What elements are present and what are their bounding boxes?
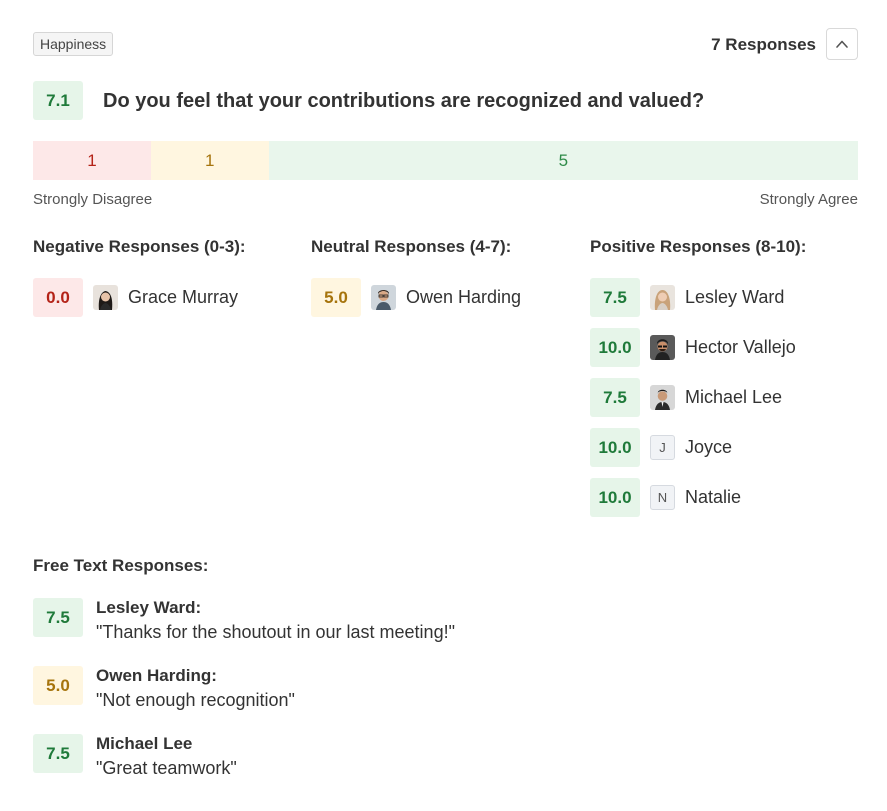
question-average-score: 7.1: [33, 81, 83, 120]
collapse-button[interactable]: [826, 28, 858, 60]
free-text-item: 7.5 Michael Lee "Great teamwork": [33, 734, 237, 780]
person-name: Hector Vallejo: [685, 337, 796, 357]
avatar: [650, 385, 675, 410]
score-badge: 7.5: [590, 278, 640, 317]
avatar: [93, 285, 118, 310]
score-badge: 10.0: [590, 328, 640, 367]
avatar: [650, 285, 675, 310]
score-badge: 10.0: [590, 478, 640, 517]
score-badge: 5.0: [311, 278, 361, 317]
person-name: Grace Murray: [128, 287, 239, 307]
person-name: Michael Lee: [685, 387, 783, 407]
person-name: Owen Harding: [406, 287, 522, 307]
free-text-author: Michael Lee: [96, 734, 193, 753]
category-tag: Happiness: [33, 32, 114, 56]
score-badge: 0.0: [33, 278, 83, 317]
column-title: Positive Responses (8-10):: [590, 237, 807, 256]
distribution-neutral: 1: [150, 141, 269, 180]
chevron-up-icon: [836, 40, 848, 48]
free-text-comment: "Thanks for the shoutout in our last mee…: [96, 622, 455, 642]
response-distribution-bar: 1 1 5: [33, 141, 858, 180]
free-text-title: Free Text Responses:: [33, 556, 209, 575]
free-text-author: Lesley Ward:: [96, 598, 202, 617]
column-title: Negative Responses (0-3):: [33, 237, 246, 256]
score-badge: 7.5: [33, 734, 83, 773]
negative-responses-column: Negative Responses (0-3): 0.0 Grace Murr…: [33, 236, 246, 328]
response-row: 10.0 J Joyce: [590, 428, 806, 467]
person-name: Natalie: [685, 487, 742, 507]
avatar: [650, 335, 675, 360]
avatar-initial: N: [650, 485, 675, 510]
positive-responses-column: Positive Responses (8-10): 7.5 Lesley Wa…: [590, 236, 806, 528]
response-row: 7.5 Michael Lee: [590, 378, 806, 417]
response-row: 7.5 Lesley Ward: [590, 278, 806, 317]
score-badge: 7.5: [33, 598, 83, 637]
free-text-item: 7.5 Lesley Ward: "Thanks for the shoutou…: [33, 598, 455, 644]
column-title: Neutral Responses (4-7):: [311, 237, 512, 256]
distribution-negative: 1: [33, 141, 151, 180]
person-name: Lesley Ward: [685, 287, 785, 307]
response-row: 10.0 N Natalie: [590, 478, 806, 517]
score-badge: 5.0: [33, 666, 83, 705]
free-text-author: Owen Harding:: [96, 666, 217, 685]
scale-label-right: Strongly Agree: [759, 191, 858, 208]
distribution-positive: 5: [268, 141, 858, 180]
scale-label-left: Strongly Disagree: [33, 191, 153, 208]
avatar: [371, 285, 396, 310]
response-row: 10.0 Hector Vallejo: [590, 328, 806, 367]
score-badge: 10.0: [590, 428, 640, 467]
response-count: 7 Responses: [711, 35, 816, 54]
free-text-comment: "Not enough recognition": [96, 690, 295, 710]
free-text-item: 5.0 Owen Harding: "Not enough recognitio…: [33, 666, 295, 712]
score-badge: 7.5: [590, 378, 640, 417]
free-text-comment: "Great teamwork": [96, 758, 237, 778]
response-row: 5.0 Owen Harding: [311, 278, 521, 317]
neutral-responses-column: Neutral Responses (4-7): 5.0 Owen Hardin…: [311, 236, 521, 328]
question-text: Do you feel that your contributions are …: [103, 90, 705, 112]
person-name: Joyce: [685, 437, 733, 457]
response-row: 0.0 Grace Murray: [33, 278, 246, 317]
avatar-initial: J: [650, 435, 675, 460]
